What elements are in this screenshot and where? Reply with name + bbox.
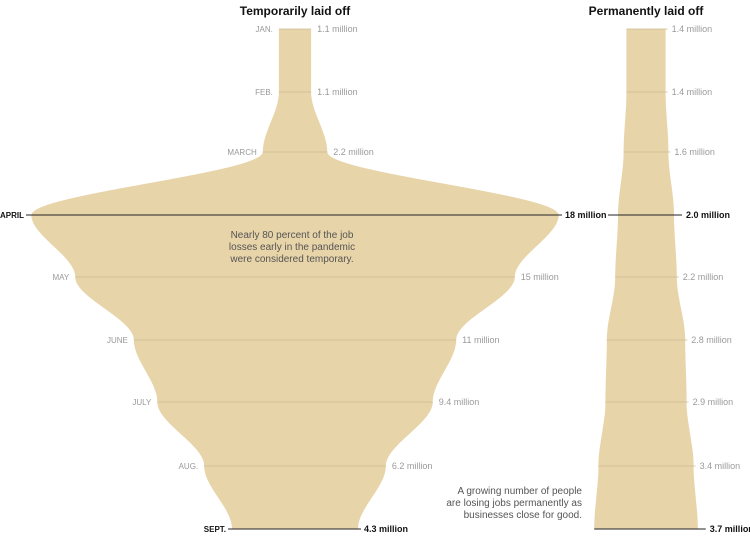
value-label-permanent-5: 2.8 million [691,335,732,345]
value-label-temporary-4: 15 million [521,272,559,282]
annotation-permanent-0: A growing number of people [457,486,582,497]
month-label-temporary-0: JAN. [256,25,273,34]
month-label-temporary-7: AUG. [179,462,199,471]
value-label-temporary-1: 1.1 million [317,87,358,97]
annotation-temporary-1: losses early in the pandemic [229,242,355,253]
month-label-temporary-8: SEPT. [204,525,226,534]
annotation-temporary-2: were considered temporary. [229,254,353,265]
chart-title-permanent: Permanently laid off [589,4,705,18]
value-label-temporary-2: 2.2 million [333,147,374,157]
value-label-permanent-2: 1.6 million [674,147,715,157]
value-label-temporary-6: 9.4 million [439,397,480,407]
value-label-permanent-4: 2.2 million [683,272,724,282]
value-label-permanent-3: 2.0 million [686,210,730,220]
value-label-temporary-8: 4.3 million [364,524,408,534]
chart-title-temporary: Temporarily laid off [240,4,351,18]
value-label-permanent-0: 1.4 million [672,24,713,34]
month-label-temporary-2: MARCH [227,148,257,157]
value-label-permanent-8: 3.7 million [710,524,750,534]
value-label-temporary-7: 6.2 million [392,461,433,471]
month-label-temporary-3: APRIL [0,211,24,220]
value-label-temporary-3: 18 million [565,210,607,220]
annotation-permanent-2: businesses close for good. [464,510,582,521]
month-label-temporary-5: JUNE [107,336,128,345]
month-label-temporary-4: MAY [53,273,70,282]
value-label-permanent-6: 2.9 million [693,397,734,407]
annotation-temporary-0: Nearly 80 percent of the job [231,230,354,241]
area-shape-permanent [594,29,698,529]
value-label-permanent-7: 3.4 million [700,461,741,471]
annotation-permanent-1: are losing jobs permanently as [446,498,582,509]
value-label-permanent-1: 1.4 million [672,87,713,97]
value-label-temporary-5: 11 million [462,335,499,345]
month-label-temporary-1: FEB. [255,88,273,97]
area-shape-temporary [31,29,559,529]
month-label-temporary-6: JULY [132,398,152,407]
value-label-temporary-0: 1.1 million [317,24,358,34]
